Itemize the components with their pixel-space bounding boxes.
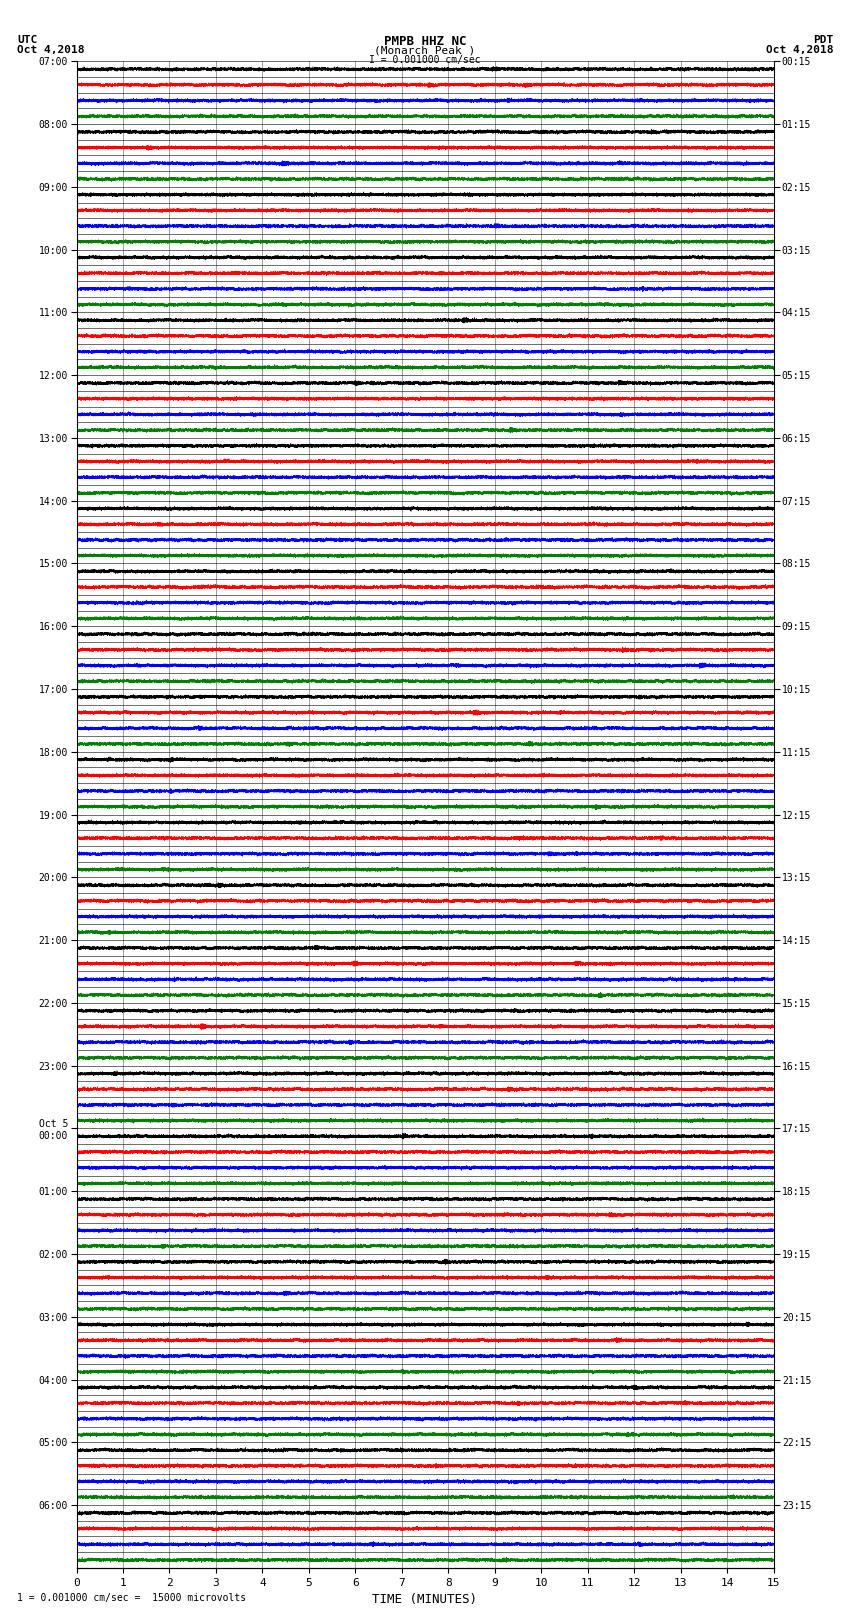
Text: 1 = 0.001000 cm/sec =  15000 microvolts: 1 = 0.001000 cm/sec = 15000 microvolts [17, 1594, 246, 1603]
Text: (Monarch Peak ): (Monarch Peak ) [374, 45, 476, 55]
Text: Oct 4,2018: Oct 4,2018 [766, 45, 833, 55]
Text: Oct 4,2018: Oct 4,2018 [17, 45, 84, 55]
Text: PDT: PDT [813, 35, 833, 45]
X-axis label: TIME (MINUTES): TIME (MINUTES) [372, 1594, 478, 1607]
Text: PMPB HHZ NC: PMPB HHZ NC [383, 35, 467, 48]
Text: I = 0.001000 cm/sec: I = 0.001000 cm/sec [369, 55, 481, 65]
Text: UTC: UTC [17, 35, 37, 45]
